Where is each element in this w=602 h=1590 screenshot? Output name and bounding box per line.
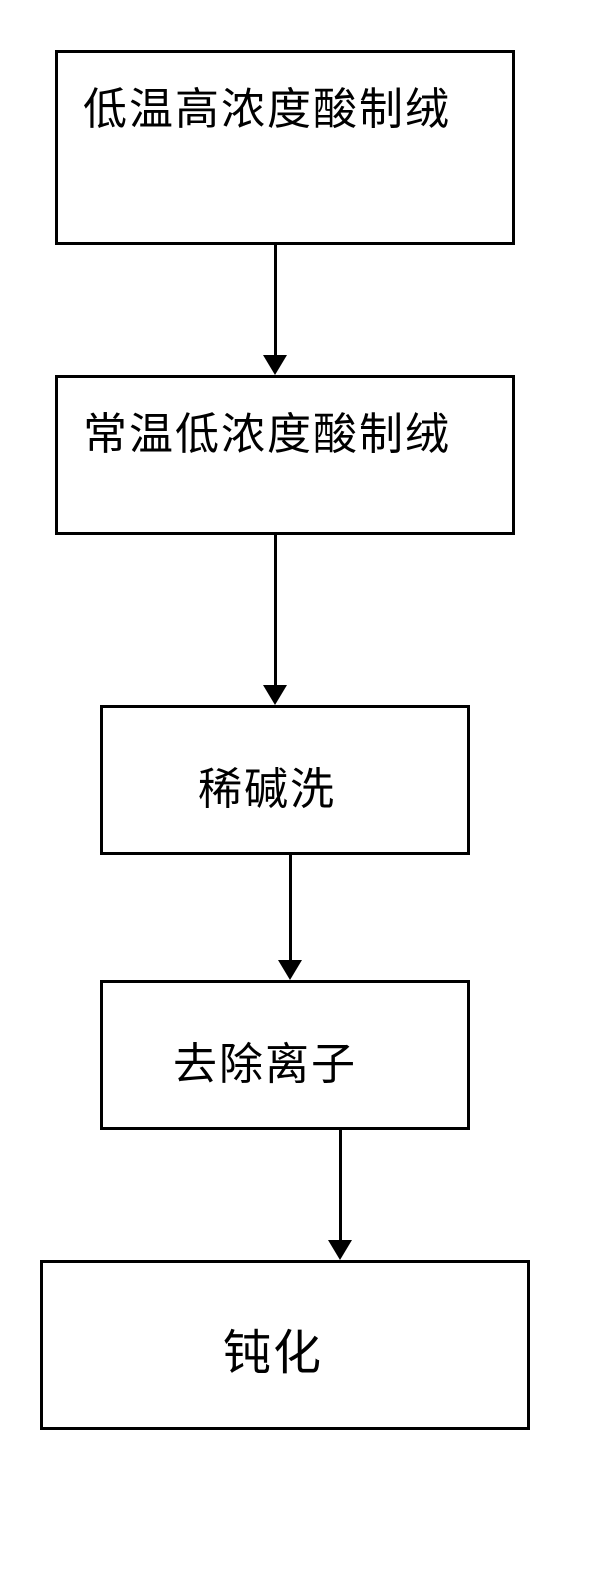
arrow-head-icon <box>263 685 287 705</box>
flow-step-1: 低温高浓度酸制绒 <box>55 50 515 245</box>
flow-step-5: 钝化 <box>40 1260 530 1430</box>
arrow-1 <box>260 245 290 375</box>
flow-step-1-label: 低温高浓度酸制绒 <box>83 73 451 137</box>
arrow-line <box>274 245 277 355</box>
arrow-line <box>289 855 292 960</box>
arrow-head-icon <box>328 1240 352 1260</box>
arrow-4 <box>325 1130 355 1260</box>
flow-step-3: 稀碱洗 <box>100 705 470 855</box>
arrow-3 <box>275 855 305 980</box>
flowchart-container: 低温高浓度酸制绒 常温低浓度酸制绒 稀碱洗 去除离子 钝化 <box>55 50 545 1430</box>
arrow-line <box>339 1130 342 1240</box>
arrow-line <box>274 535 277 685</box>
arrow-head-icon <box>278 960 302 980</box>
flow-step-3-label: 稀碱洗 <box>198 753 336 817</box>
flow-step-4: 去除离子 <box>100 980 470 1130</box>
flow-step-2: 常温低浓度酸制绒 <box>55 375 515 535</box>
flow-step-5-label: 钝化 <box>223 1313 323 1383</box>
arrow-head-icon <box>263 355 287 375</box>
arrow-2 <box>260 535 290 705</box>
flow-step-4-label: 去除离子 <box>173 1028 357 1092</box>
flow-step-2-label: 常温低浓度酸制绒 <box>83 398 451 462</box>
